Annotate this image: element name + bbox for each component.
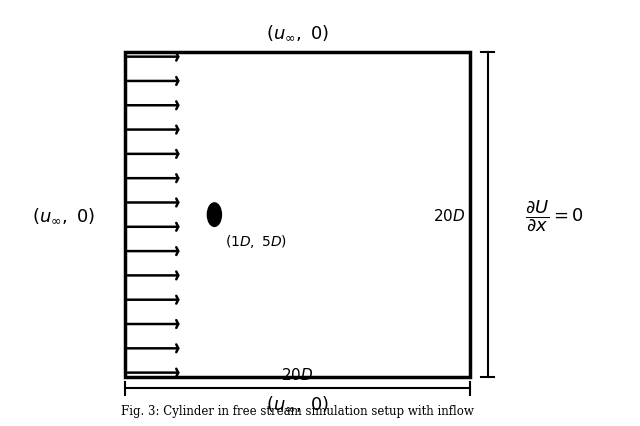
Text: $\mathit{20D}$: $\mathit{20D}$ (282, 366, 314, 382)
Bar (125, 53, 470, 377)
Text: $\mathit{(1D,\ 5D)}$: $\mathit{(1D,\ 5D)}$ (225, 232, 287, 249)
Text: $\mathit{20D}$: $\mathit{20D}$ (433, 207, 465, 223)
Text: $(\mathit{u}_{\infty},\ \mathit{0})$: $(\mathit{u}_{\infty},\ \mathit{0})$ (266, 23, 330, 41)
Ellipse shape (207, 203, 221, 227)
Text: $(\mathit{u}_{\infty},\ \mathit{0})$: $(\mathit{u}_{\infty},\ \mathit{0})$ (32, 206, 96, 225)
Text: Fig. 3: Cylinder in free stream simulation setup with inflow: Fig. 3: Cylinder in free stream simulati… (121, 405, 474, 417)
Text: $(\mathit{u}_{\infty},\ \mathit{0})$: $(\mathit{u}_{\infty},\ \mathit{0})$ (266, 393, 330, 412)
Text: $\dfrac{\partial U}{\partial x} = 0$: $\dfrac{\partial U}{\partial x} = 0$ (525, 198, 584, 233)
